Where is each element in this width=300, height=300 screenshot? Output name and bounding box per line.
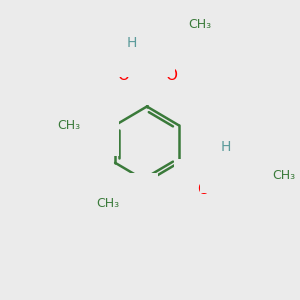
Text: CH₃: CH₃ bbox=[57, 119, 80, 132]
Text: CH₃: CH₃ bbox=[272, 169, 296, 182]
Text: O: O bbox=[123, 196, 135, 211]
Text: O: O bbox=[165, 68, 177, 82]
Text: H: H bbox=[126, 36, 137, 50]
Text: N: N bbox=[141, 39, 153, 54]
Text: H: H bbox=[221, 140, 232, 154]
Text: O: O bbox=[84, 118, 96, 133]
Text: O: O bbox=[197, 182, 209, 197]
Text: CH₃: CH₃ bbox=[97, 196, 120, 210]
Text: CH₃: CH₃ bbox=[189, 18, 212, 32]
Text: O: O bbox=[117, 68, 129, 82]
Text: N: N bbox=[223, 155, 234, 170]
Text: S: S bbox=[142, 68, 152, 82]
